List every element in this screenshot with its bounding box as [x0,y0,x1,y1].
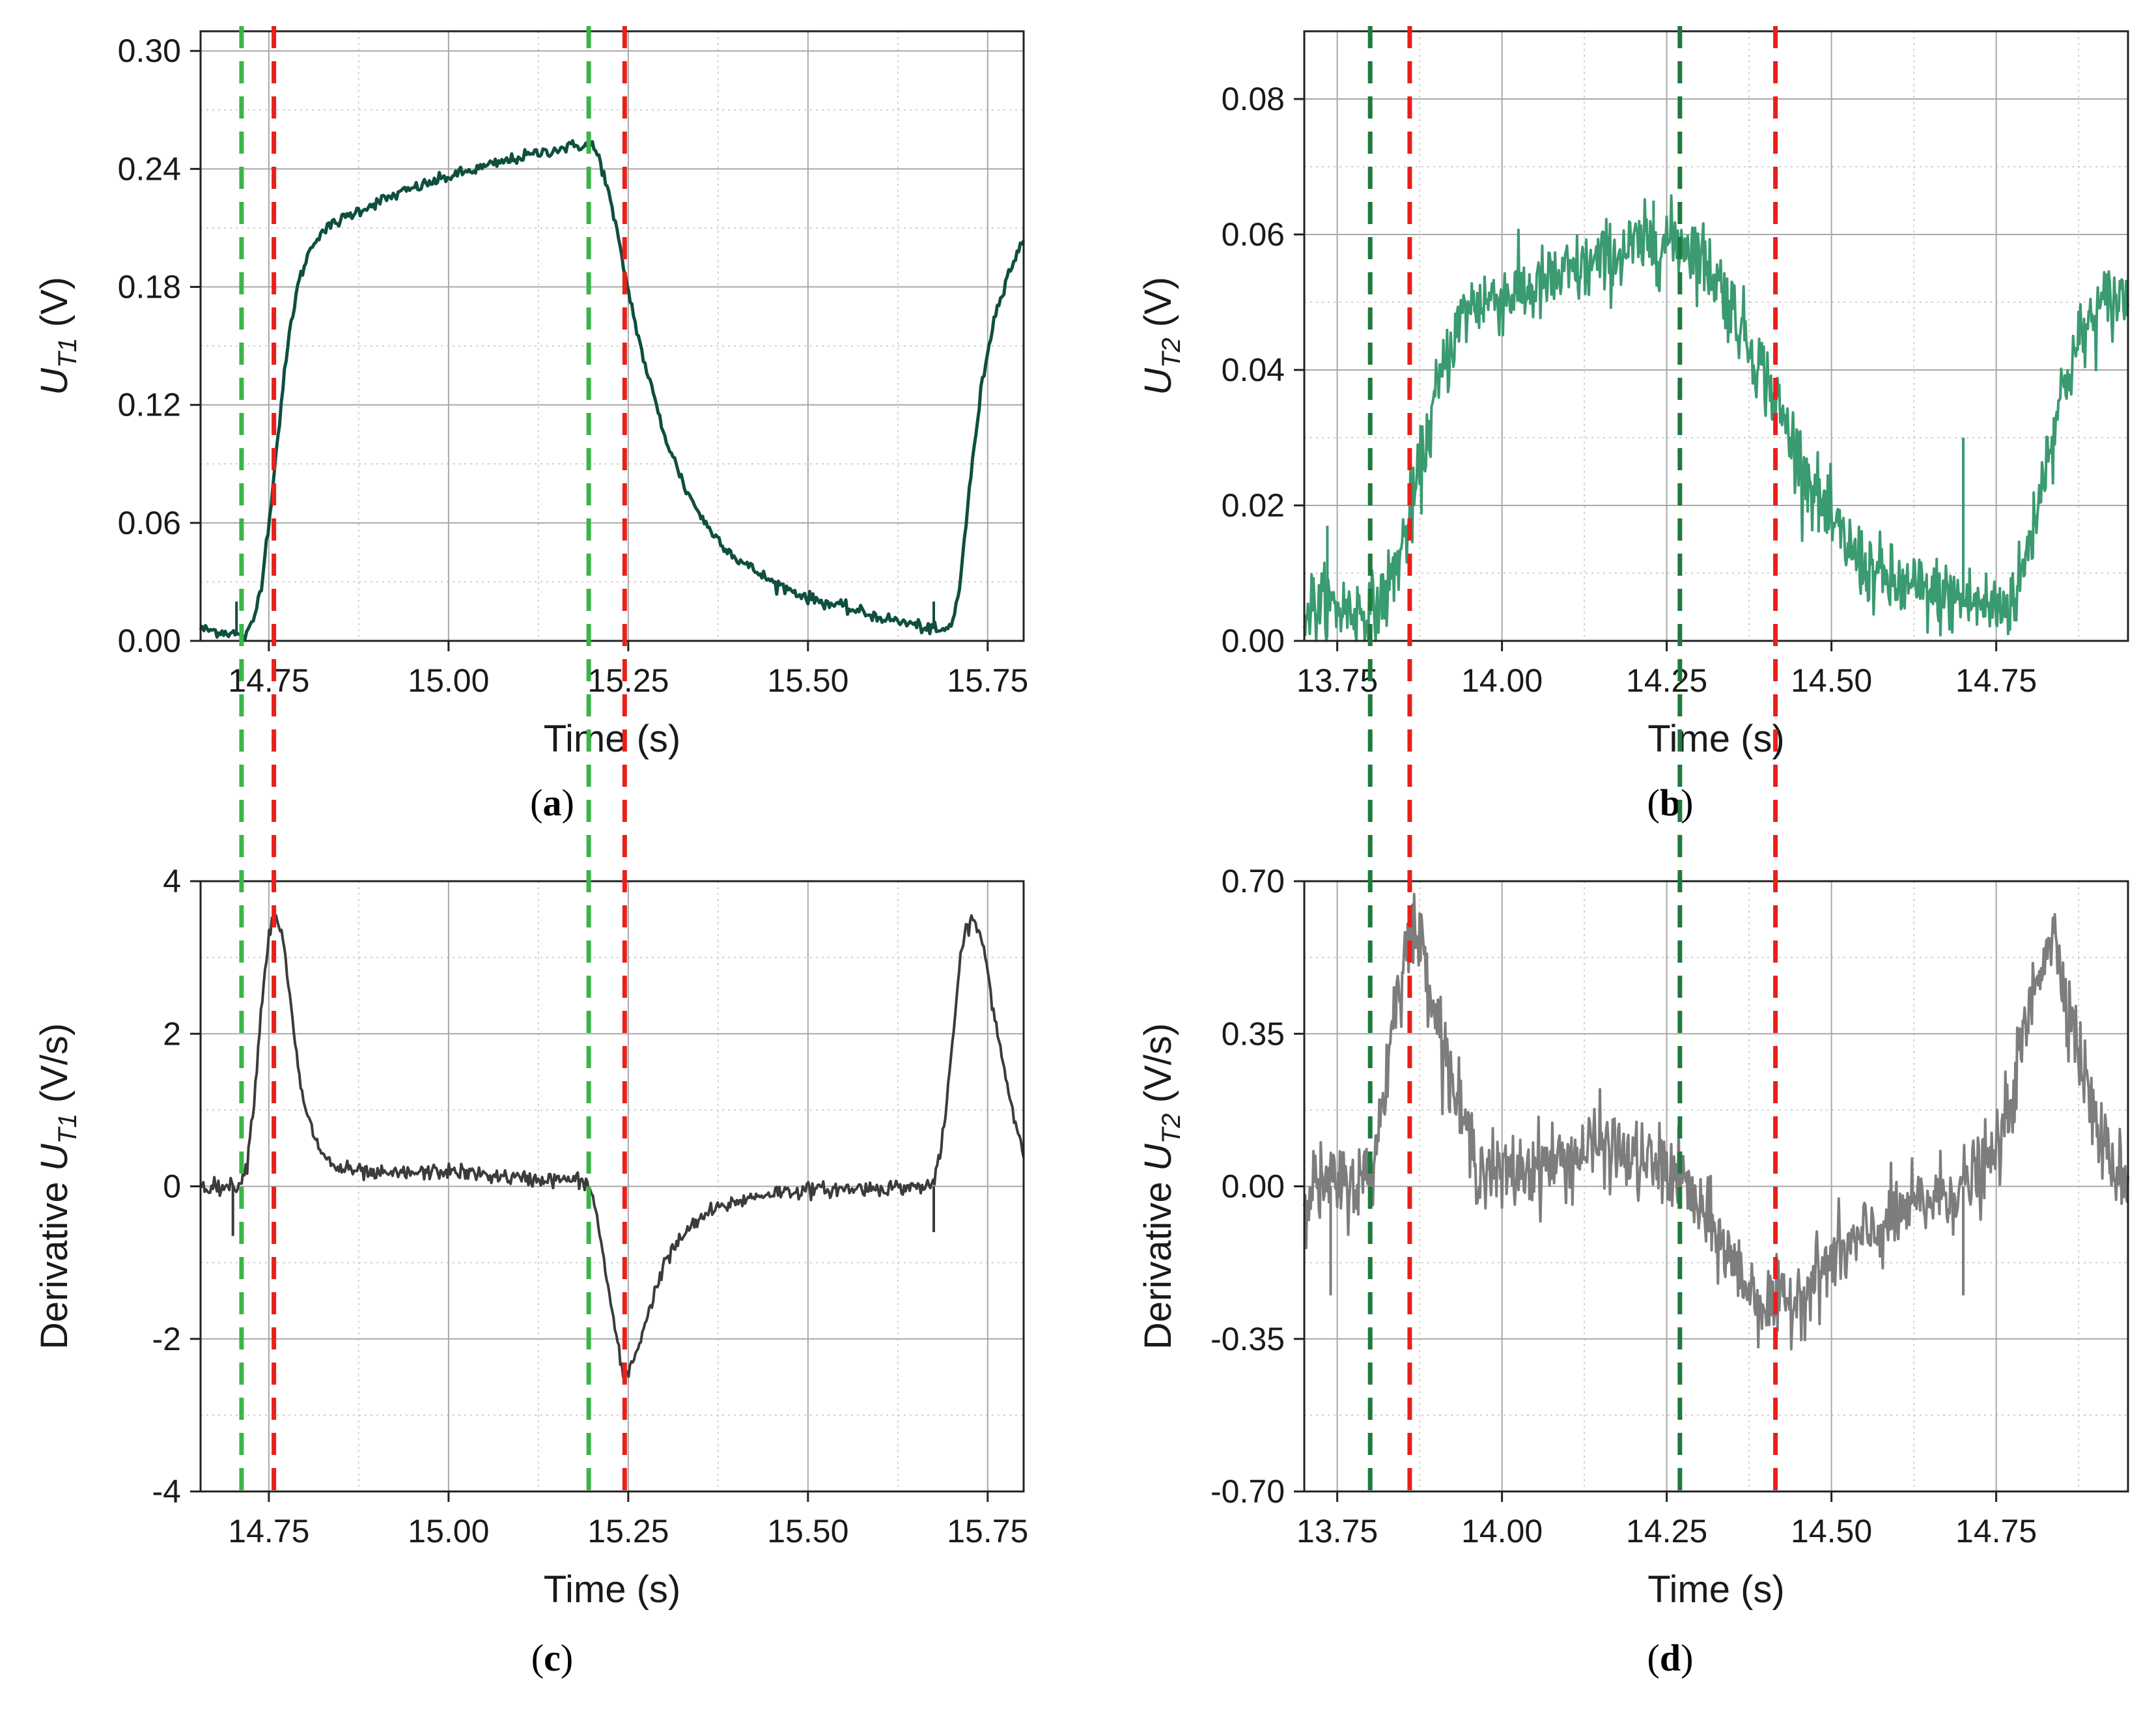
panel-label: (c) [531,1637,573,1679]
y-tick-label: 0.08 [1222,81,1285,117]
y-tick-label: 0.06 [118,505,181,541]
plot-area [1304,31,2128,641]
x-tick-label: 15.25 [587,662,669,699]
y-axis-title: Derivative UT2 (V/s) [1137,1023,1186,1349]
x-tick-label: 15.75 [947,662,1028,699]
x-tick-label: 14.75 [228,1513,309,1549]
y-tick-label: 0.02 [1222,487,1285,524]
panel-c-chart: 14.75 15.00 15.25 15.50 15.75 -4 -2 0 2 4 Time (s)… [33,863,1028,1679]
x-axis-title: Time (s) [544,718,680,760]
x-tick-label: 15.00 [408,1513,489,1549]
panel-label: (a) [530,782,574,824]
y-tick-label: 0.35 [1222,1015,1285,1052]
y-tick-label: 0.04 [1222,352,1285,388]
y-tick-label: 0.06 [1222,216,1285,253]
panel-label: (b) [1647,782,1694,824]
x-axis-title: Time (s) [1647,718,1784,760]
x-tick-label: 13.75 [1296,662,1378,699]
panel-label: (d) [1647,1637,1694,1679]
y-tick-label: 0.24 [118,150,181,187]
y-tick-label: 0.18 [118,269,181,305]
x-tick-label: 15.50 [767,1513,848,1549]
x-tick-label: 15.00 [408,662,489,699]
series-line-b [1303,194,2129,642]
axes-frame [1303,30,2129,642]
axes-frame [199,30,1025,642]
x-tick-label: 14.75 [1955,1513,2037,1549]
y-tick-label: 0.70 [1222,863,1285,899]
x-tick-label: 15.25 [587,1513,669,1549]
y-tick-label: -0.70 [1211,1473,1285,1510]
plot-area [201,31,1024,641]
series-line-c [200,914,1025,1378]
panel-d-chart: 13.75 14.00 14.25 14.50 14.75 -0.70 -0.35 0.00 0… [1137,863,2129,1679]
y-tick-label: -2 [152,1321,181,1357]
y-tick-label: 0 [163,1168,181,1205]
x-tick-label: 14.50 [1791,662,1872,699]
y-axis-title: UT2 (V) [1137,277,1186,395]
series-line-a [199,139,1026,641]
y-tick-label: -0.35 [1211,1321,1285,1357]
y-axis-title: Derivative UT1 (V/s) [33,1023,82,1349]
y-tick-label: 0.30 [118,33,181,69]
y-axis-title: UT1 (V) [33,277,82,395]
x-tick-label: 13.75 [1296,1513,1378,1549]
y-tick-label: -4 [152,1473,181,1510]
x-tick-label: 14.25 [1626,1513,1707,1549]
y-tick-label: 0.00 [1222,1168,1285,1205]
y-tick-label: 2 [163,1015,181,1052]
series-line-d [1303,892,2129,1351]
panel-a-chart: 14.75 15.00 15.25 15.50 15.750.000.060.120.1… [33,30,1028,824]
y-tick-label: 0.00 [118,623,181,659]
x-tick-label: 14.75 [1955,662,2037,699]
y-tick-label: 0.12 [118,387,181,423]
x-axis-title: Time (s) [1647,1568,1784,1611]
panel-b-chart: 13.75 14.00 14.25 14.50 14.75 0.00 0.02 0.04 0.0… [1137,30,2129,824]
x-tick-label: 15.75 [947,1513,1028,1549]
x-tick-label: 14.00 [1461,662,1543,699]
x-tick-label: 14.50 [1791,1513,1872,1549]
y-tick-label: 0.00 [1222,623,1285,659]
x-tick-label: 14.25 [1626,662,1707,699]
x-tick-label: 15.50 [767,662,848,699]
y-tick-label: 4 [163,863,181,899]
x-tick-label: 14.00 [1461,1513,1543,1549]
x-axis-title: Time (s) [544,1568,680,1611]
